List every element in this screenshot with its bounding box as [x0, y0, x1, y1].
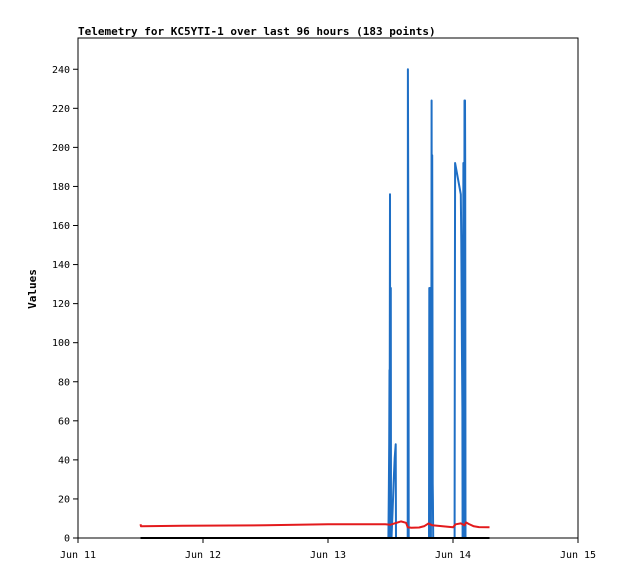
y-tick-label: 80	[58, 377, 70, 388]
y-tick-label: 160	[52, 221, 70, 232]
y-tick-label: 240	[52, 65, 70, 76]
plot-area	[77, 37, 579, 539]
y-tick-label: 20	[58, 494, 70, 505]
chart-title: Telemetry for KC5YTI-1 over last 96 hour…	[78, 25, 436, 38]
y-tick-label: 120	[52, 299, 70, 310]
x-tick-label: Jun 13	[310, 550, 346, 561]
y-tick-label: 180	[52, 182, 70, 193]
x-tick-label: Jun 11	[60, 550, 96, 561]
y-axis: 0 20 40 60 80 100 120 140 160 180 200 220 240	[52, 65, 78, 545]
y-tick-label: 200	[52, 143, 70, 154]
y-tick-label: 220	[52, 104, 70, 115]
x-tick-label: Jun 15	[560, 550, 596, 561]
x-tick-label: Jun 12	[185, 550, 221, 561]
x-axis: Jun 11 Jun 12 Jun 13 Jun 14 Jun 15	[60, 538, 596, 561]
y-tick-label: 100	[52, 338, 70, 349]
series-layer	[139, 68, 490, 539]
y-tick-label: 0	[64, 534, 70, 545]
series-line-2	[139, 520, 490, 529]
y-tick-label: 60	[58, 416, 70, 427]
y-tick-label: 40	[58, 455, 70, 466]
y-tick-label: 140	[52, 260, 70, 271]
x-tick-label: Jun 14	[435, 550, 471, 561]
y-axis-label: Values	[26, 269, 39, 309]
